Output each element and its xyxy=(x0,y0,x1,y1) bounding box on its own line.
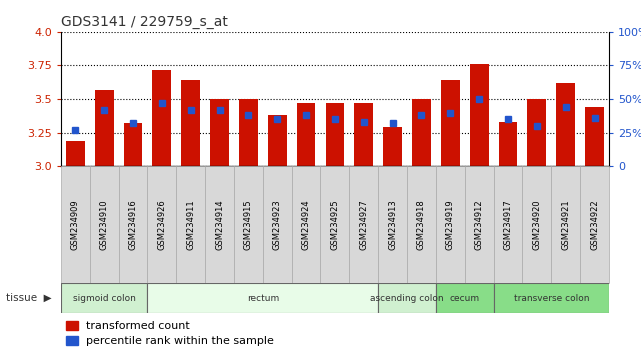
FancyBboxPatch shape xyxy=(551,166,580,283)
FancyBboxPatch shape xyxy=(320,166,349,283)
Bar xyxy=(181,80,200,166)
Text: GDS3141 / 229759_s_at: GDS3141 / 229759_s_at xyxy=(61,16,228,29)
FancyBboxPatch shape xyxy=(407,166,436,283)
FancyBboxPatch shape xyxy=(292,166,320,283)
Text: GSM234912: GSM234912 xyxy=(474,199,484,250)
Bar xyxy=(326,103,344,166)
Text: GSM234925: GSM234925 xyxy=(330,199,340,250)
Legend: transformed count, percentile rank within the sample: transformed count, percentile rank withi… xyxy=(67,321,274,346)
Text: cecum: cecum xyxy=(450,294,479,303)
Text: tissue  ▶: tissue ▶ xyxy=(6,293,52,303)
Text: GSM234910: GSM234910 xyxy=(99,199,109,250)
FancyBboxPatch shape xyxy=(378,166,407,283)
Text: GSM234915: GSM234915 xyxy=(244,199,253,250)
FancyBboxPatch shape xyxy=(378,283,436,313)
FancyBboxPatch shape xyxy=(234,166,263,283)
FancyBboxPatch shape xyxy=(205,166,234,283)
Bar xyxy=(210,99,229,166)
FancyBboxPatch shape xyxy=(176,166,205,283)
FancyBboxPatch shape xyxy=(494,166,522,283)
Bar xyxy=(239,99,258,166)
Bar xyxy=(297,103,315,166)
Bar xyxy=(470,64,488,166)
Text: transverse colon: transverse colon xyxy=(513,294,589,303)
Bar xyxy=(354,103,373,166)
FancyBboxPatch shape xyxy=(465,166,494,283)
Text: GSM234909: GSM234909 xyxy=(71,199,80,250)
Text: rectum: rectum xyxy=(247,294,279,303)
Bar xyxy=(528,99,546,166)
Text: GSM234913: GSM234913 xyxy=(388,199,397,250)
FancyBboxPatch shape xyxy=(494,283,609,313)
Text: ascending colon: ascending colon xyxy=(370,294,444,303)
FancyBboxPatch shape xyxy=(580,166,609,283)
Text: GSM234927: GSM234927 xyxy=(359,199,369,250)
Bar xyxy=(412,99,431,166)
FancyBboxPatch shape xyxy=(436,166,465,283)
FancyBboxPatch shape xyxy=(147,283,378,313)
Text: GSM234920: GSM234920 xyxy=(532,199,542,250)
Text: GSM234911: GSM234911 xyxy=(186,199,196,250)
FancyBboxPatch shape xyxy=(119,166,147,283)
Bar xyxy=(95,90,113,166)
Bar xyxy=(383,127,402,166)
Text: GSM234923: GSM234923 xyxy=(272,199,282,250)
Bar xyxy=(556,83,575,166)
FancyBboxPatch shape xyxy=(61,283,147,313)
Bar xyxy=(124,123,142,166)
Text: GSM234916: GSM234916 xyxy=(128,199,138,250)
FancyBboxPatch shape xyxy=(147,166,176,283)
FancyBboxPatch shape xyxy=(90,166,119,283)
Text: sigmoid colon: sigmoid colon xyxy=(72,294,136,303)
Bar xyxy=(153,69,171,166)
FancyBboxPatch shape xyxy=(522,166,551,283)
Text: GSM234922: GSM234922 xyxy=(590,199,599,250)
Text: GSM234924: GSM234924 xyxy=(301,199,311,250)
FancyBboxPatch shape xyxy=(263,166,292,283)
Text: GSM234918: GSM234918 xyxy=(417,199,426,250)
FancyBboxPatch shape xyxy=(61,166,90,283)
Text: GSM234919: GSM234919 xyxy=(445,199,455,250)
Bar xyxy=(585,107,604,166)
Bar xyxy=(66,141,85,166)
Bar xyxy=(499,122,517,166)
Text: GSM234914: GSM234914 xyxy=(215,199,224,250)
FancyBboxPatch shape xyxy=(436,283,494,313)
Text: GSM234917: GSM234917 xyxy=(503,199,513,250)
Bar xyxy=(268,115,287,166)
Text: GSM234926: GSM234926 xyxy=(157,199,167,250)
FancyBboxPatch shape xyxy=(349,166,378,283)
Bar xyxy=(441,80,460,166)
Text: GSM234921: GSM234921 xyxy=(561,199,570,250)
